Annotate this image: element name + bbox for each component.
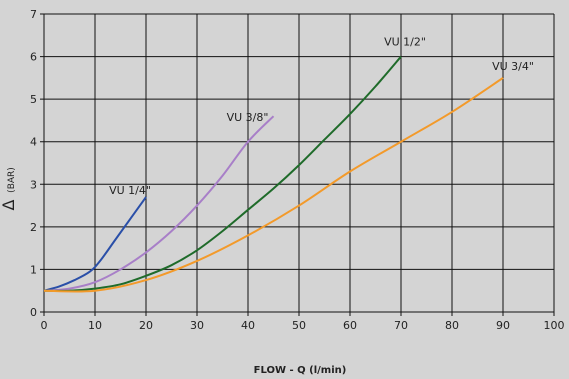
y-tick-labels: 0 1 2 3 4 5 6 7 (30, 8, 37, 319)
y-axis-delta-symbol: Δ (0, 199, 18, 210)
series-line (43, 196, 147, 292)
y-tick-label: 7 (30, 8, 37, 21)
y-tick-label: 1 (30, 263, 37, 276)
series-line (43, 55, 402, 292)
x-tick-label: 90 (496, 319, 510, 332)
y-tick-label: 0 (30, 306, 37, 319)
x-tick-label: 80 (445, 319, 459, 332)
x-tick-labels: 0 10 20 30 40 50 60 70 80 90 100 (41, 319, 565, 332)
series-line (43, 115, 275, 292)
series-label: VU 1/2" (384, 36, 426, 49)
series-labels: VU 1/4" VU 3/8" VU 1/2" VU 3/4" (109, 36, 534, 197)
series-lines (43, 55, 504, 293)
x-axis-label: FLOW - Q (l/min) (254, 365, 347, 376)
y-tick-label: 5 (30, 93, 37, 106)
series-label: VU 3/8" (227, 111, 269, 124)
y-axis-unit-label: (BAR) (7, 167, 17, 193)
x-tick-label: 40 (241, 319, 255, 332)
series-label: VU 1/4" (109, 184, 151, 197)
x-tick-label: 0 (41, 319, 48, 332)
x-tick-label: 100 (544, 319, 565, 332)
x-tick-label: 20 (139, 319, 153, 332)
y-tick-label: 3 (30, 178, 37, 191)
x-tick-label: 50 (292, 319, 306, 332)
x-tick-label: 30 (190, 319, 204, 332)
series-label: VU 3/4" (492, 60, 534, 73)
y-tick-label: 2 (30, 221, 37, 234)
y-tick-label: 6 (30, 51, 37, 64)
x-tick-label: 10 (88, 319, 102, 332)
x-tick-label: 70 (394, 319, 408, 332)
x-tick-label: 60 (343, 319, 357, 332)
series-line (43, 77, 504, 293)
grid-lines (40, 13, 555, 316)
y-tick-label: 4 (30, 136, 37, 149)
